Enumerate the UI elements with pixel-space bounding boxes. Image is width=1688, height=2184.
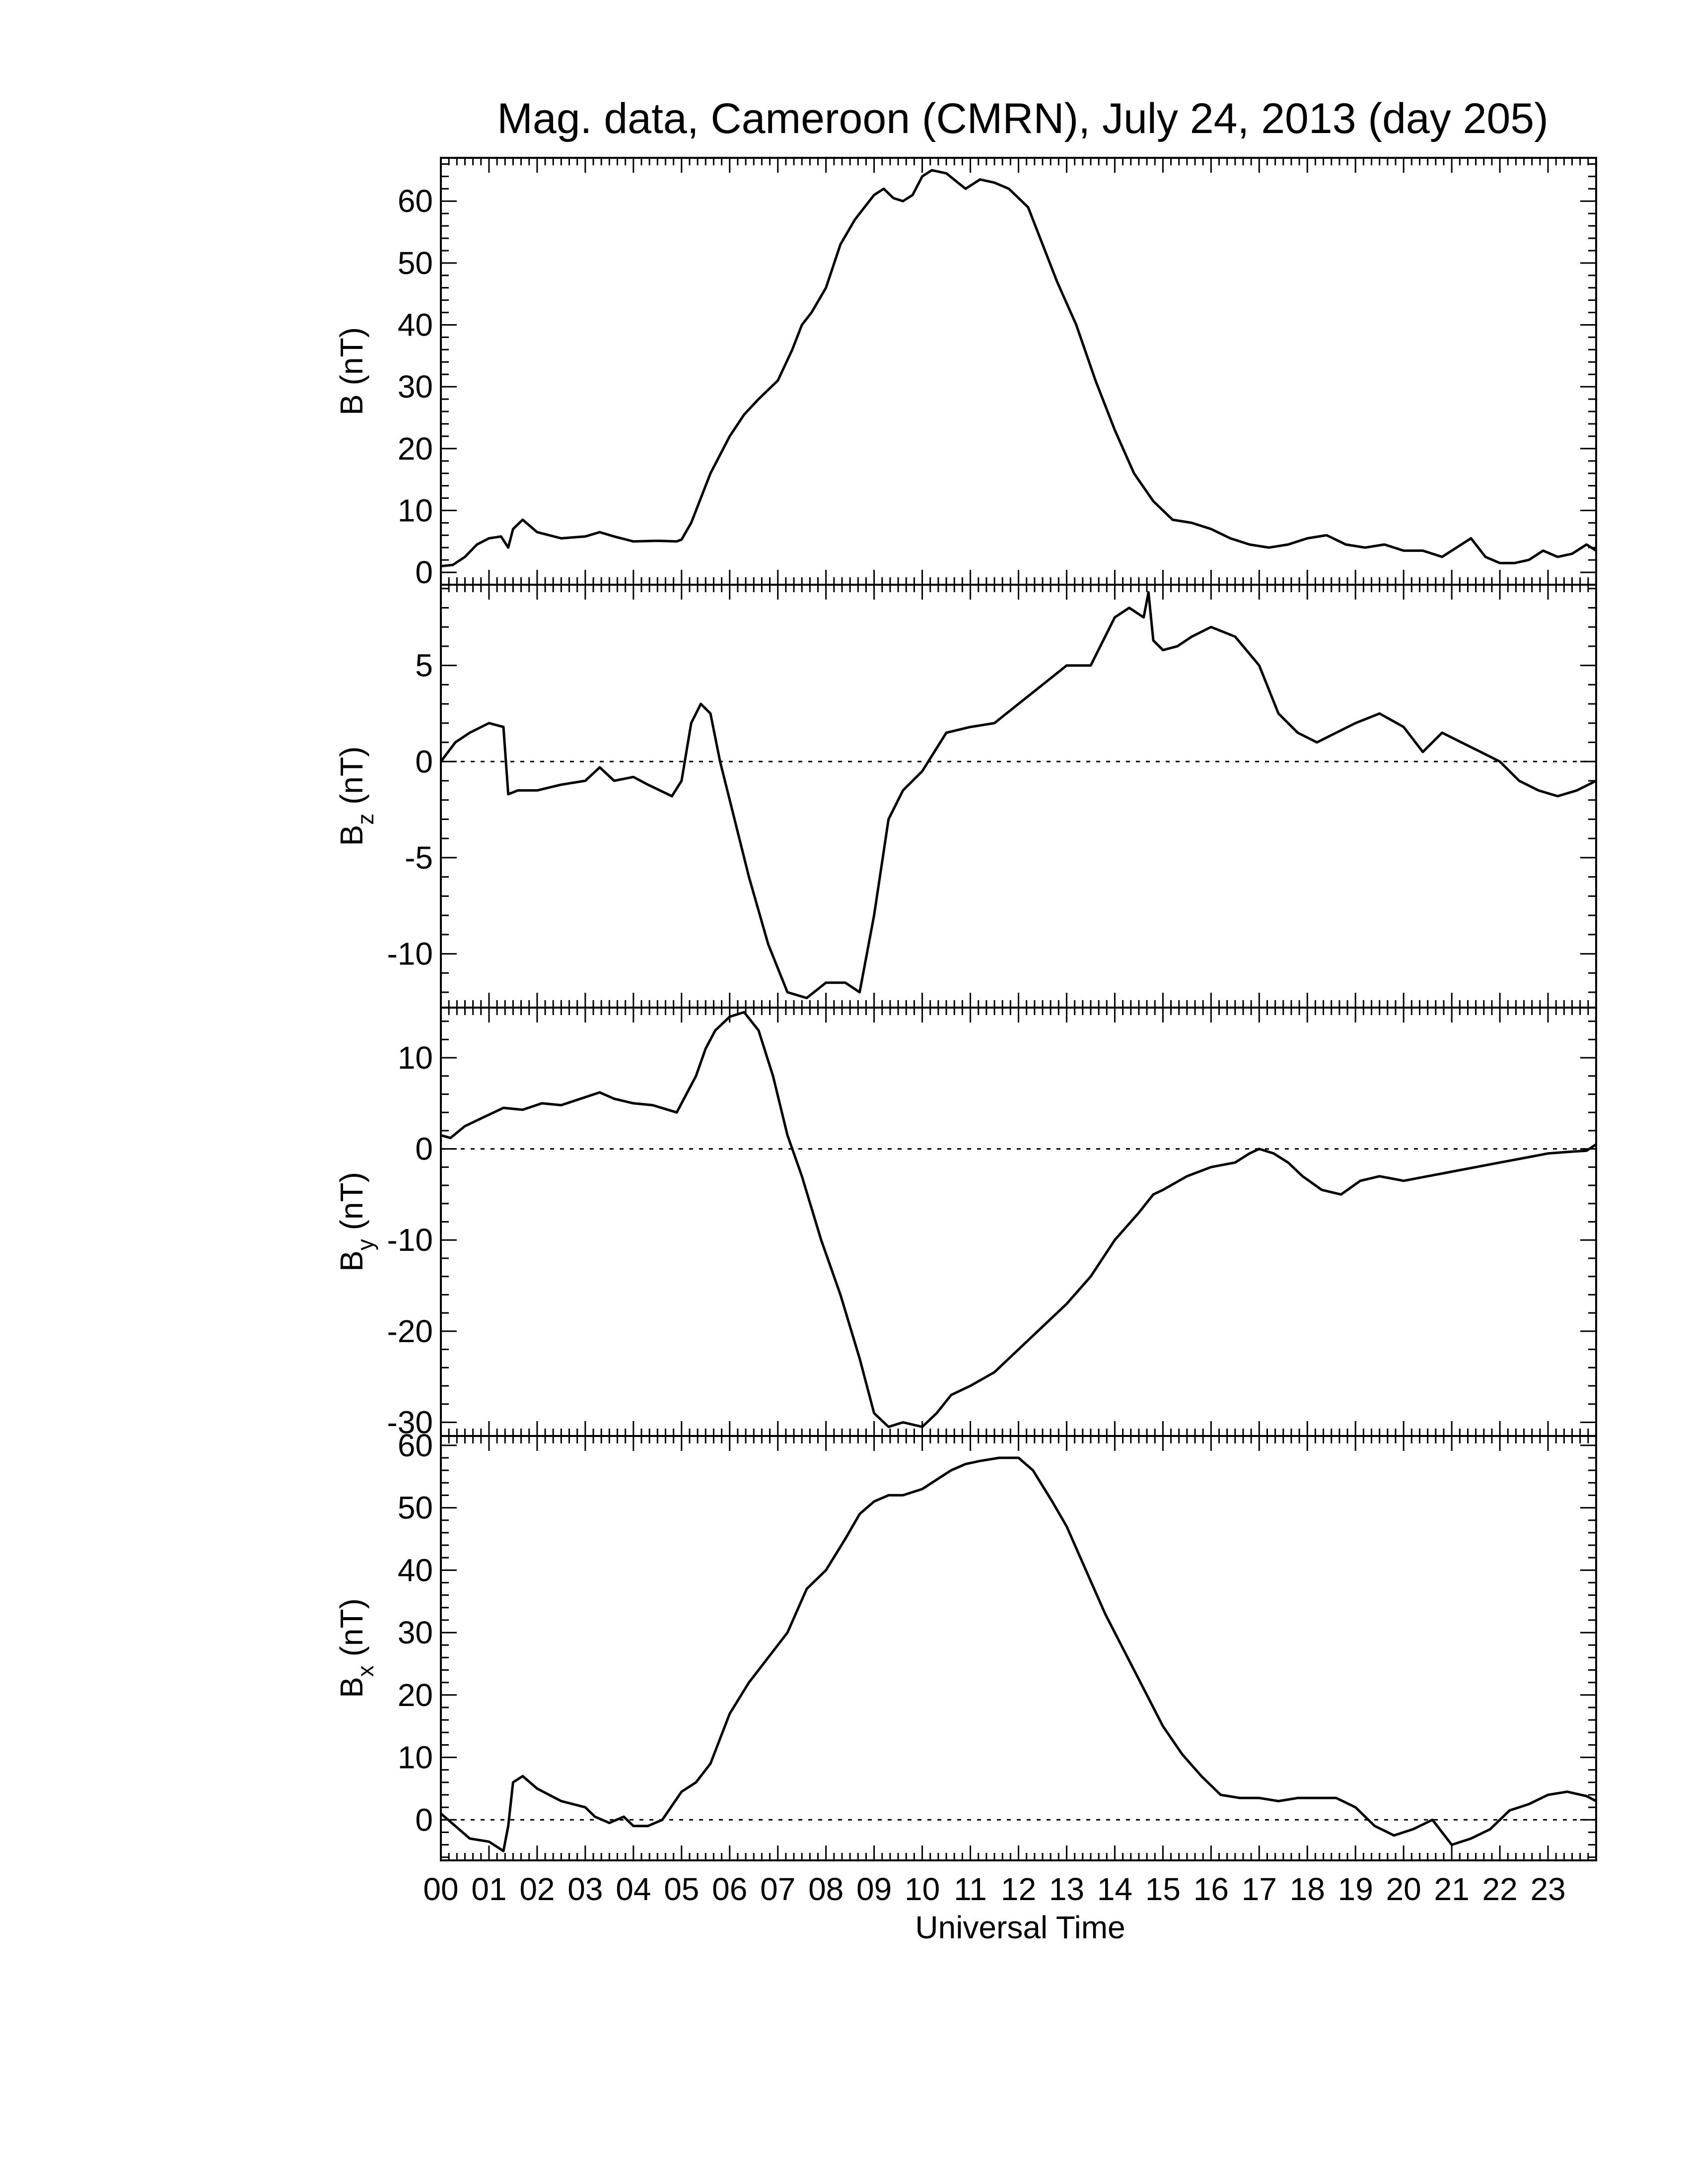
x-tick-label: 03 [567,1871,603,1907]
y-axis-label-subscript: x [352,1665,378,1677]
y-tick-label: 0 [415,1131,433,1167]
y-axis-label-main: B [334,825,369,846]
x-tick-label: 16 [1194,1871,1229,1907]
panel-frame [440,1435,1597,1861]
panel-Bx: 0 10 20 30 40 50 60 Bx (nT) [334,1428,1597,1861]
y-axis-label: By (nT) [334,1172,378,1272]
x-axis: 00 01 02 03 04 05 06 07 08 09 10 11 12 13 14 15 16 17 18 19… [423,1871,1565,1907]
panel-frame [440,1007,1597,1437]
y-tick-label: -20 [387,1313,433,1349]
y-tick-label: 20 [398,431,433,467]
y-tick-label: 50 [398,1490,433,1526]
y-tick-label: 40 [398,307,433,343]
trace-By [440,1011,1597,1429]
x-tick-label: 06 [712,1871,747,1907]
y-tick-label: 5 [415,648,433,683]
x-tick-label: 09 [856,1871,892,1907]
x-tick-label: 00 [423,1871,458,1907]
y-tick-label: 10 [398,1040,433,1076]
y-tick-label: 10 [398,1740,433,1775]
x-tick-label: 13 [1049,1871,1084,1907]
y-axis-label: B (nT) [334,327,369,415]
x-tick-label: 23 [1530,1871,1565,1907]
x-tick-label: 15 [1145,1871,1181,1907]
y-tick-label: 20 [398,1677,433,1713]
x-tick-label: 22 [1482,1871,1517,1907]
y-axis-label-unit: (nT) [334,1598,369,1665]
y-tick-label: 60 [398,183,433,219]
y-tick-label: 60 [398,1428,433,1463]
x-tick-label: 08 [808,1871,844,1907]
x-tick-label: 05 [664,1871,699,1907]
x-tick-label: 20 [1386,1871,1421,1907]
panel-Bz: -10 -5 0 5 Bz (nT) [334,584,1597,1009]
y-axis-label-main: B [334,394,369,415]
x-axis-label: Universal Time [915,1910,1125,1945]
x-tick-label: 21 [1434,1871,1470,1907]
y-tick-label: 40 [398,1552,433,1588]
x-tick-label: 01 [471,1871,506,1907]
y-axis-label-unit: (nT) [334,327,369,394]
x-tick-label: 17 [1242,1871,1277,1907]
x-tick-label: 11 [954,1871,986,1907]
chart-title: Mag. data, Cameroon (CMRN), July 24, 201… [497,95,1548,142]
y-axis-label-main: B [334,1677,369,1698]
trace-Bz [440,591,1597,1000]
x-tick-label: 04 [616,1871,651,1907]
x-tick-label: 02 [519,1871,555,1907]
y-axis-label-unit: (nT) [334,747,369,814]
y-tick-label: 30 [398,369,433,405]
y-axis-label-subscript: y [352,1239,378,1250]
y-axis-label-main: B [334,1250,369,1272]
y-tick-label: -5 [405,840,433,876]
y-tick-label: 30 [398,1615,433,1650]
x-tick-label: 10 [905,1871,940,1907]
x-tick-label: 18 [1290,1871,1325,1907]
x-tick-label: 12 [1001,1871,1036,1907]
y-tick-label: 0 [415,744,433,779]
y-tick-label: -10 [387,936,433,972]
x-tick-label: 19 [1338,1871,1373,1907]
y-tick-label: 0 [415,1802,433,1838]
x-tick-label: 14 [1097,1871,1132,1907]
y-tick-label: 50 [398,245,433,281]
y-axis-label: Bz (nT) [334,747,378,846]
trace-Bx [440,1456,1597,1852]
x-tick-label: 07 [760,1871,795,1907]
y-axis-label-unit: (nT) [334,1172,369,1239]
y-axis-label-subscript: z [352,814,378,825]
panel-By: -30 -20 -10 0 10 By (nT) [334,1007,1597,1440]
panel-B: 0 10 20 30 40 50 60 B (nT) [334,157,1597,590]
panel-frame [440,157,1597,586]
y-tick-label: -10 [387,1222,433,1258]
y-tick-label: 0 [415,554,433,590]
panel-frame [440,584,1597,1009]
trace-B [440,169,1597,568]
y-tick-label: -30 [387,1404,433,1440]
y-axis-label: Bx (nT) [334,1598,378,1698]
y-tick-label: 10 [398,492,433,528]
